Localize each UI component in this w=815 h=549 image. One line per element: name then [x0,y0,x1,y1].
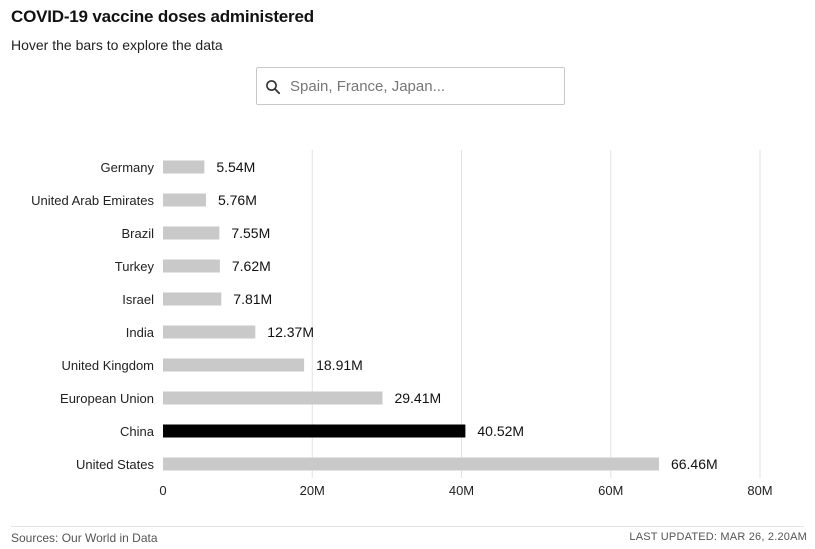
value-label: 5.76M [218,192,257,208]
value-label: 29.41M [394,390,441,406]
bar-israel[interactable] [163,292,222,306]
x-tick-label: 20M [300,483,325,498]
footer-divider [11,526,804,527]
bar-germany[interactable] [163,160,205,174]
category-label: India [126,325,155,340]
bar-european-union[interactable] [163,391,383,405]
bar-india[interactable] [163,325,256,339]
x-tick-label: 80M [747,483,772,498]
labels: 0 20M 40M 60M 80M Germany 5.54M United Arab Emi… [31,159,772,498]
category-label: United Kingdom [62,358,155,373]
category-label: United Arab Emirates [31,193,154,208]
category-label: China [120,424,155,439]
bar-chart: 0 20M 40M 60M 80M Germany 5.54M United Arab Emi… [31,150,773,498]
value-label: 7.62M [232,258,271,274]
bar-united-kingdom[interactable] [163,358,305,372]
category-label: Turkey [115,259,155,274]
bar-turkey[interactable] [163,259,220,273]
category-label: Brazil [121,226,154,241]
x-tick-label: 0 [159,483,166,498]
category-label: European Union [60,391,154,406]
chart-title: COVID-19 vaccine doses administered [11,7,314,26]
value-label: 12.37M [267,324,314,340]
gridlines [311,150,761,478]
bar-brazil[interactable] [163,226,220,240]
value-label: 40.52M [477,423,524,439]
bar-china[interactable] [163,424,466,438]
bars [163,160,659,471]
x-tick-label: 60M [598,483,623,498]
search-input[interactable] [290,68,555,104]
value-label: 7.81M [233,291,272,307]
category-label: Germany [101,160,155,175]
search-icon [266,80,281,95]
source-note: Sources: Our World in Data [11,531,158,545]
last-updated: LAST UPDATED: MAR 26, 2.20AM [629,531,807,543]
category-label: United States [76,457,155,472]
value-label: 5.54M [216,159,255,175]
bar-united-arab-emirates[interactable] [163,193,206,207]
value-label: 18.91M [316,357,363,373]
bar-united-states[interactable] [163,457,659,471]
x-tick-label: 40M [449,483,474,498]
category-label: Israel [122,292,154,307]
value-label: 7.55M [231,225,270,241]
value-label: 66.46M [671,456,718,472]
country-search-box[interactable] [256,67,565,105]
chart-subtitle: Hover the bars to explore the data [11,37,223,53]
